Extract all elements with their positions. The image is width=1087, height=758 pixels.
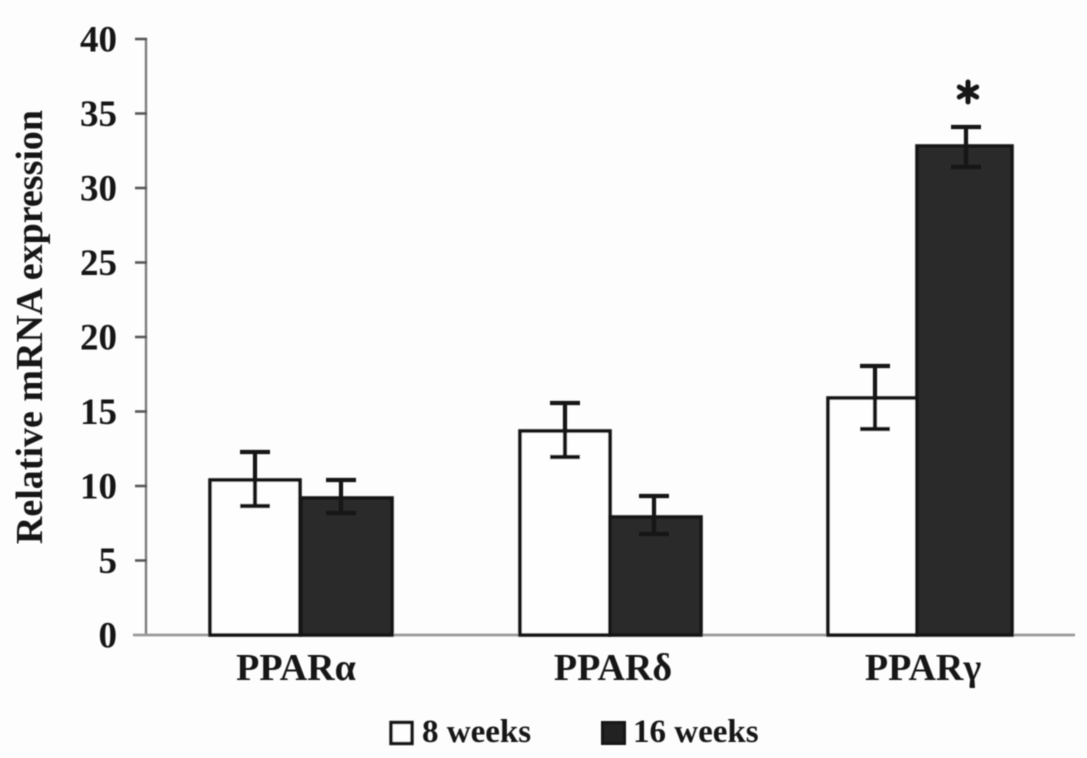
svg-text:PPARγ: PPARγ: [865, 647, 981, 689]
svg-text:30: 30: [80, 169, 117, 210]
svg-text:8 weeks: 8 weeks: [422, 714, 531, 750]
svg-text:16 weeks: 16 weeks: [633, 714, 759, 750]
svg-text:PPARα: PPARα: [236, 647, 356, 689]
svg-text:0: 0: [99, 616, 118, 657]
svg-text:15: 15: [80, 392, 117, 433]
svg-text:40: 40: [80, 20, 117, 61]
svg-text:Relative mRNA expression: Relative mRNA expression: [9, 110, 51, 544]
svg-text:5: 5: [99, 541, 118, 582]
svg-text:25: 25: [80, 243, 117, 284]
svg-text:20: 20: [80, 318, 117, 359]
svg-text:PPARδ: PPARδ: [554, 647, 672, 689]
svg-text:35: 35: [80, 94, 117, 135]
svg-text:10: 10: [80, 467, 117, 508]
